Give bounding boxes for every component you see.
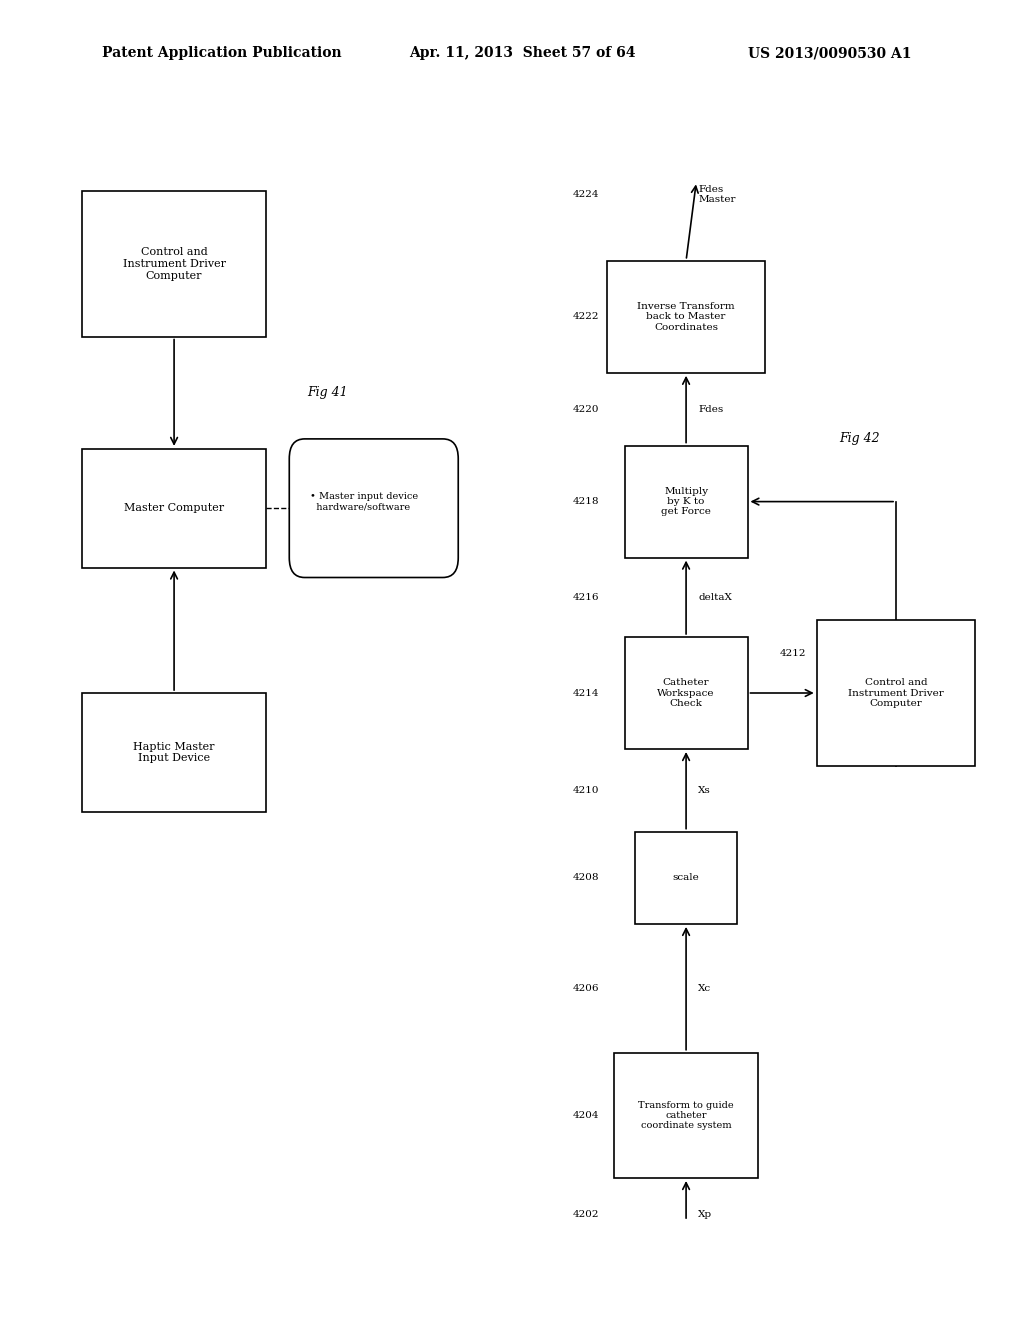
Text: Inverse Transform
back to Master
Coordinates: Inverse Transform back to Master Coordin…: [637, 302, 735, 331]
Text: 4208: 4208: [572, 874, 599, 882]
Text: Xs: Xs: [698, 785, 711, 795]
Text: Transform to guide
catheter
coordinate system: Transform to guide catheter coordinate s…: [638, 1101, 734, 1130]
Text: 4218: 4218: [572, 498, 599, 506]
Text: 4224: 4224: [572, 190, 599, 199]
FancyBboxPatch shape: [82, 191, 266, 337]
Text: 4220: 4220: [572, 405, 599, 413]
Text: 4204: 4204: [572, 1111, 599, 1119]
FancyBboxPatch shape: [635, 832, 737, 924]
Text: 4222: 4222: [572, 313, 599, 321]
FancyBboxPatch shape: [817, 620, 975, 766]
Text: Control and
Instrument Driver
Computer: Control and Instrument Driver Computer: [848, 678, 944, 708]
Text: Catheter
Workspace
Check: Catheter Workspace Check: [657, 678, 715, 708]
Text: Control and
Instrument Driver
Computer: Control and Instrument Driver Computer: [123, 247, 225, 281]
FancyBboxPatch shape: [625, 446, 748, 557]
Text: Haptic Master
Input Device: Haptic Master Input Device: [133, 742, 215, 763]
Text: 4214: 4214: [572, 689, 599, 697]
Text: 4210: 4210: [572, 785, 599, 795]
Text: Apr. 11, 2013  Sheet 57 of 64: Apr. 11, 2013 Sheet 57 of 64: [410, 46, 636, 61]
FancyBboxPatch shape: [625, 638, 748, 750]
Text: deltaX: deltaX: [698, 593, 732, 602]
Text: Patent Application Publication: Patent Application Publication: [102, 46, 342, 61]
Text: US 2013/0090530 A1: US 2013/0090530 A1: [748, 46, 911, 61]
FancyBboxPatch shape: [606, 261, 766, 372]
FancyBboxPatch shape: [82, 449, 266, 568]
FancyBboxPatch shape: [289, 438, 459, 578]
Text: Fig 41: Fig 41: [307, 385, 348, 399]
Text: Master Computer: Master Computer: [124, 503, 224, 513]
Text: 4206: 4206: [572, 983, 599, 993]
Text: 4202: 4202: [572, 1210, 599, 1218]
Text: • Master input device
  hardware/software: • Master input device hardware/software: [309, 492, 418, 511]
Text: Fig 42: Fig 42: [840, 432, 881, 445]
Text: Fdes: Fdes: [698, 405, 724, 413]
Text: 4212: 4212: [780, 649, 807, 657]
FancyBboxPatch shape: [614, 1053, 758, 1177]
Text: 4216: 4216: [572, 593, 599, 602]
Text: Xp: Xp: [698, 1210, 713, 1218]
Text: Multiply
by K to
get Force: Multiply by K to get Force: [662, 487, 711, 516]
FancyBboxPatch shape: [82, 693, 266, 812]
Text: scale: scale: [673, 874, 699, 882]
Text: Fdes
Master: Fdes Master: [698, 185, 736, 205]
Text: Xc: Xc: [698, 983, 712, 993]
